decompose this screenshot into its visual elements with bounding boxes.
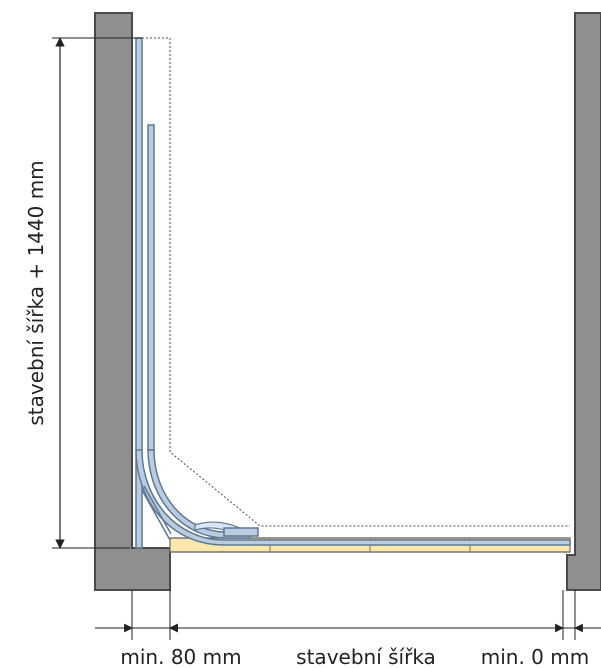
dotted-outline [142,37,570,527]
right-wall [566,12,601,591]
inner-glass-panel-vertical [147,124,155,451]
right-min-label: min. 0 mm [481,645,589,668]
right-wall-shape [566,12,601,591]
hinge-bracket [141,489,171,541]
vertical-dimension: stavební šířka + 1440 mm [24,37,142,549]
width-dimension-label: stavební šířka [296,645,436,668]
threshold-block [223,527,259,537]
left-min-label: min. 80 mm [120,645,241,668]
left-wall [94,12,171,591]
horizontal-dimensions: min. 80 mm stavební šířka min. 0 mm [95,590,601,668]
height-dimension-label: stavební šířka + 1440 mm [24,160,48,425]
curved-panel-outer [135,449,571,546]
glass-panels [135,37,571,549]
hinge-bracket-2 [143,485,172,535]
door-swing-outline [142,37,570,527]
